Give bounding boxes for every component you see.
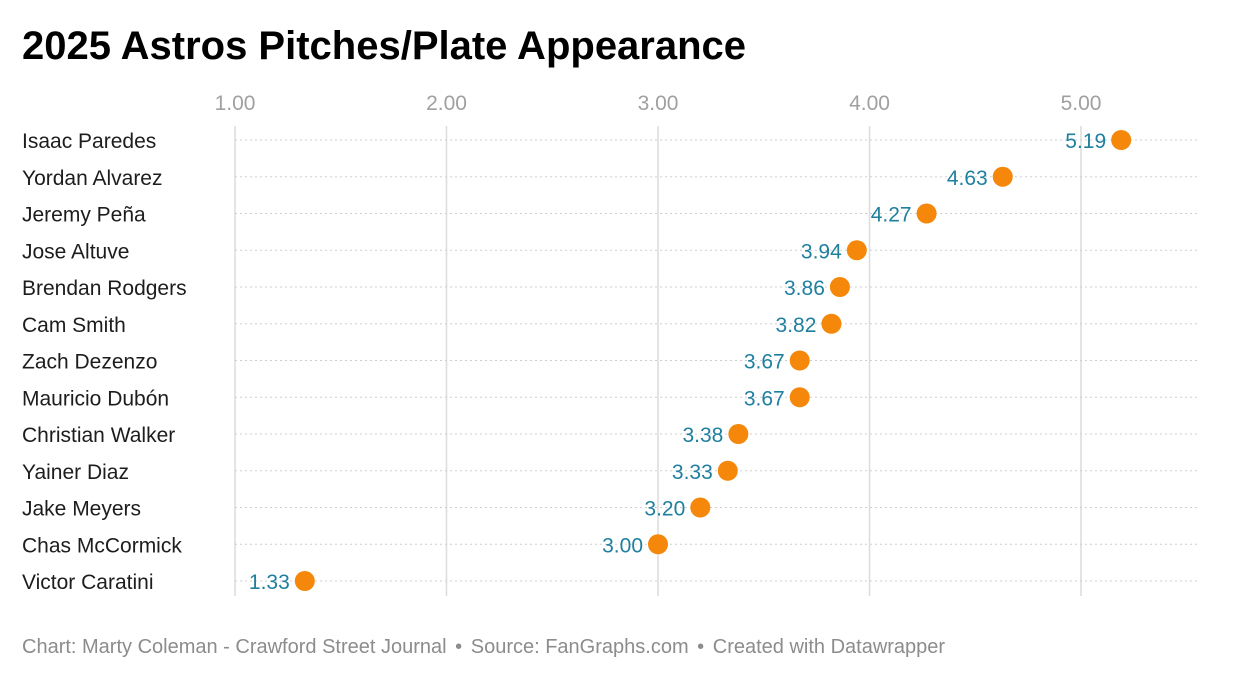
category-label: Yainer Diaz bbox=[22, 461, 129, 484]
category-label: Cam Smith bbox=[22, 314, 126, 337]
data-point bbox=[717, 460, 738, 481]
category-label: Brendan Rodgers bbox=[22, 277, 187, 300]
value-label: 4.63 bbox=[947, 167, 988, 190]
category-label: Jose Altuve bbox=[22, 240, 129, 263]
chart-footer: Chart: Marty Coleman - Crawford Street J… bbox=[22, 636, 945, 659]
value-label: 3.94 bbox=[801, 240, 842, 263]
value-label: 3.33 bbox=[672, 461, 713, 484]
data-point bbox=[690, 497, 711, 518]
category-label: Chas McCormick bbox=[22, 534, 182, 557]
value-label: 1.33 bbox=[249, 571, 290, 594]
data-point bbox=[1111, 130, 1132, 150]
source-credit: Source: FanGraphs.com bbox=[470, 636, 689, 658]
value-label: 3.38 bbox=[682, 424, 723, 447]
data-point bbox=[728, 424, 749, 444]
data-point bbox=[821, 313, 842, 334]
value-label: 3.20 bbox=[644, 498, 685, 521]
value-label: 3.00 bbox=[602, 534, 643, 557]
x-tick-label: 2.00 bbox=[426, 92, 467, 115]
category-label: Zach Dezenzo bbox=[22, 351, 157, 374]
value-label: 3.82 bbox=[776, 314, 817, 337]
value-label: 5.19 bbox=[1065, 130, 1106, 153]
chart-credit: Chart: Marty Coleman - Crawford Street J… bbox=[22, 636, 447, 658]
datawrapper-credit: Created with Datawrapper bbox=[712, 636, 946, 658]
category-label: Victor Caratini bbox=[22, 571, 154, 594]
data-point bbox=[916, 203, 937, 224]
footer-separator: • bbox=[697, 636, 705, 658]
chart-title: 2025 Astros Pitches/Plate Appearance bbox=[22, 24, 747, 68]
x-tick-label: 5.00 bbox=[1061, 92, 1102, 115]
data-point bbox=[992, 166, 1013, 187]
x-tick-labels: 1.00 2.00 3.00 4.00 5.00 bbox=[215, 92, 1102, 115]
data-points bbox=[294, 130, 1132, 591]
footer-separator: • bbox=[455, 636, 463, 658]
value-labels: 5.19 4.63 4.27 3.94 3.86 3.82 3.67 3.67 3.38 3.33… bbox=[249, 130, 1106, 594]
value-label: 3.67 bbox=[744, 351, 785, 374]
data-point bbox=[294, 571, 315, 591]
category-label: Isaac Paredes bbox=[22, 130, 156, 153]
category-labels: Isaac Paredes Yordan Alvarez Jeremy Peña Jo… bbox=[22, 130, 187, 594]
x-tick-label: 1.00 bbox=[215, 92, 256, 115]
data-point bbox=[648, 534, 668, 555]
value-label: 3.86 bbox=[784, 277, 825, 300]
category-label: Yordan Alvarez bbox=[22, 167, 163, 190]
x-tick-label: 3.00 bbox=[638, 92, 679, 115]
x-tick-label: 4.00 bbox=[849, 92, 890, 115]
category-label: Mauricio Dubón bbox=[22, 387, 169, 410]
data-point bbox=[789, 387, 810, 408]
category-label: Jake Meyers bbox=[22, 498, 141, 521]
category-label: Jeremy Peña bbox=[22, 204, 146, 227]
category-label: Christian Walker bbox=[22, 424, 175, 447]
data-point bbox=[846, 240, 867, 261]
data-point bbox=[829, 277, 850, 297]
value-label: 4.27 bbox=[871, 204, 912, 227]
value-label: 3.67 bbox=[744, 387, 785, 410]
data-point bbox=[789, 350, 810, 371]
rows-layer bbox=[235, 139, 1198, 582]
